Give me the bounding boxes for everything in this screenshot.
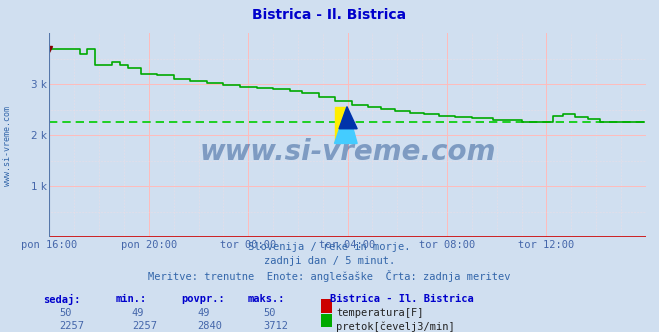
Text: 49: 49 [198, 308, 210, 318]
Text: maks.:: maks.: [247, 294, 285, 304]
Text: Meritve: trenutne  Enote: anglešaške  Črta: zadnja meritev: Meritve: trenutne Enote: anglešaške Črta… [148, 270, 511, 282]
Text: 2257: 2257 [132, 321, 157, 331]
Text: 50: 50 [264, 308, 276, 318]
Text: 2840: 2840 [198, 321, 223, 331]
Polygon shape [335, 107, 347, 143]
Text: povpr.:: povpr.: [181, 294, 225, 304]
Text: 3712: 3712 [264, 321, 289, 331]
Text: 2257: 2257 [59, 321, 84, 331]
Text: pretok[čevelj3/min]: pretok[čevelj3/min] [336, 321, 455, 332]
Text: www.si-vreme.com: www.si-vreme.com [3, 106, 13, 186]
Polygon shape [335, 107, 357, 143]
Text: sedaj:: sedaj: [43, 294, 80, 305]
Text: Slovenija / reke in morje.: Slovenija / reke in morje. [248, 242, 411, 252]
Text: zadnji dan / 5 minut.: zadnji dan / 5 minut. [264, 256, 395, 266]
Polygon shape [339, 107, 357, 129]
Text: Bistrica - Il. Bistrica: Bistrica - Il. Bistrica [252, 8, 407, 22]
Text: min.:: min.: [115, 294, 146, 304]
Text: www.si-vreme.com: www.si-vreme.com [200, 138, 496, 166]
Text: Bistrica - Il. Bistrica: Bistrica - Il. Bistrica [330, 294, 473, 304]
Text: 49: 49 [132, 308, 144, 318]
Text: temperatura[F]: temperatura[F] [336, 308, 424, 318]
Text: 50: 50 [59, 308, 72, 318]
